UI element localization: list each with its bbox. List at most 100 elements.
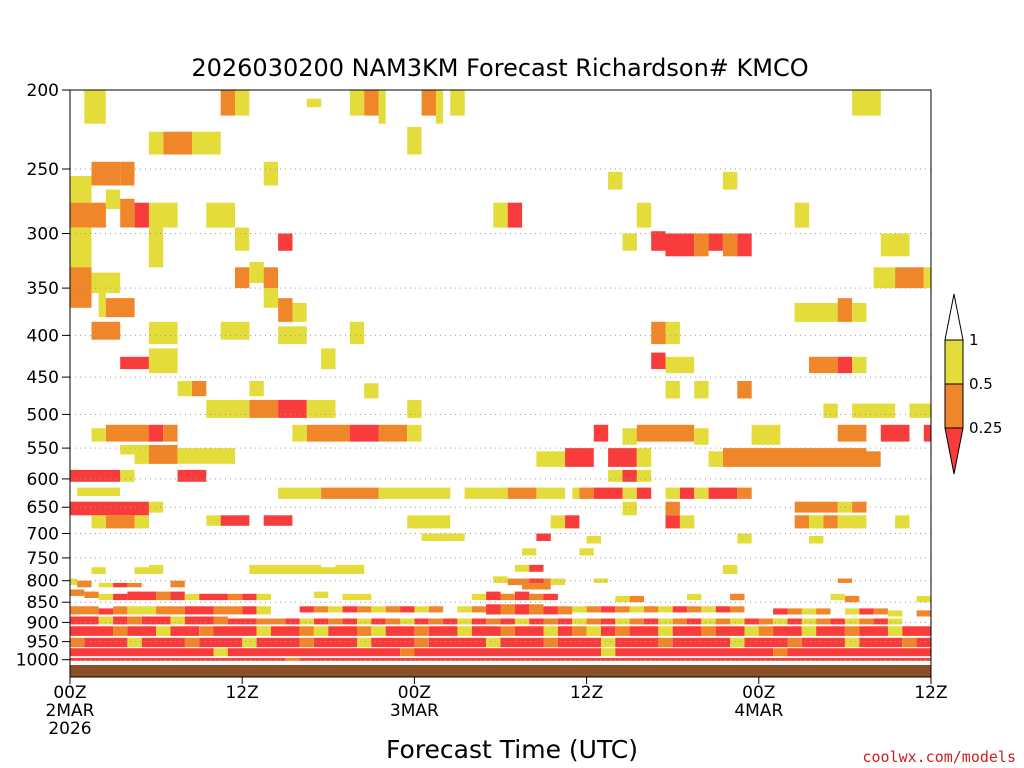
heatmap-cell [242, 606, 257, 615]
heatmap-cell [235, 227, 250, 251]
heatmap-cell [514, 564, 530, 572]
heatmap-cell [105, 189, 121, 210]
heatmap-cell [909, 403, 931, 418]
heatmap-cell [105, 515, 135, 529]
heatmap-cell [206, 515, 221, 526]
heatmap-cell [636, 424, 695, 442]
heatmap-cell [263, 267, 278, 289]
heatmap-cell [916, 595, 931, 603]
heatmap-cell [665, 321, 680, 345]
heatmap-cell [263, 288, 278, 308]
heatmap-cell [70, 469, 92, 482]
heatmap-cell [321, 487, 379, 499]
heatmap-cell [880, 233, 910, 257]
heatmap-cell [665, 501, 680, 516]
heatmap-cell [751, 424, 781, 445]
heatmap-cell [170, 626, 200, 636]
heatmap-cell [529, 604, 544, 615]
heatmap-cell [859, 637, 903, 648]
heatmap-cell [385, 606, 401, 613]
heatmap-cell [435, 90, 444, 124]
heatmap-cell [357, 637, 372, 648]
heatmap-cell [407, 515, 451, 529]
y-tick-label: 400 [27, 326, 59, 346]
heatmap-cell [722, 171, 738, 190]
heatmap-cell [371, 606, 386, 613]
heatmap-cell [565, 448, 594, 467]
heatmap-cell [105, 298, 135, 318]
heatmap-cell [414, 618, 429, 625]
heatmap-cell [328, 618, 343, 625]
heatmap-cell [134, 567, 149, 574]
heatmap-cell [91, 161, 121, 186]
heatmap-cell [342, 618, 357, 625]
x-tick-label: 2MAR [46, 701, 95, 721]
heatmap-cell [199, 593, 228, 601]
heatmap-cell [809, 515, 824, 529]
heatmap-cell [371, 618, 386, 625]
heatmap-cell [184, 637, 200, 648]
heatmap-cell [586, 606, 601, 613]
heatmap-cell [148, 131, 164, 155]
chart-title: 2026030200 NAM3KM Forecast Richardson# K… [191, 54, 808, 82]
pressure-gridlines [70, 168, 931, 661]
heatmap-cell [586, 536, 601, 544]
y-tick-label: 650 [27, 498, 59, 518]
heatmap-cell [313, 618, 329, 625]
heatmap-cell [773, 626, 802, 636]
y-axis-ticks: 200 250 300 350 400 450 500 550 600 650 700 750 8008… [16, 81, 70, 671]
y-tick-label: 600 [27, 470, 59, 490]
heatmap-cell [127, 616, 142, 625]
y-tick-label: 350 [27, 279, 59, 299]
heatmap-cell [787, 618, 802, 625]
heatmap-cell [70, 616, 99, 625]
heatmap-cell [679, 487, 695, 499]
heatmap-cell [665, 381, 680, 399]
heatmap-cell [801, 637, 845, 648]
y-tick-label: 300 [27, 225, 59, 245]
x-tick-label: 12Z [226, 683, 259, 703]
heatmap-cell [84, 90, 106, 124]
heatmap-cell [816, 618, 831, 625]
heatmap-cell [141, 637, 185, 648]
heatmap-cell [615, 626, 630, 636]
heatmap-cell [787, 648, 931, 657]
heatmap-cell [199, 637, 243, 648]
heatmap-cell [923, 424, 931, 442]
heatmap-cell [249, 564, 322, 574]
heatmap-cell [608, 171, 623, 190]
heatmap-cell [400, 618, 415, 625]
heatmap-cell [823, 403, 838, 418]
heatmap-cell [629, 618, 644, 625]
heatmap-cell [299, 618, 314, 625]
legend-bin [944, 293, 964, 341]
heatmap-cell [794, 202, 810, 228]
heatmap-cell [349, 90, 365, 116]
heatmap-cell [572, 606, 587, 613]
heatmap-cell [170, 616, 185, 625]
heatmap-cell [550, 515, 566, 529]
heatmap-cell [134, 515, 149, 529]
heatmap-cell [887, 626, 903, 636]
legend-bin [944, 339, 964, 385]
heatmap-cell [98, 616, 114, 625]
heatmap-cell [895, 515, 910, 529]
heatmap-cell [285, 658, 300, 661]
heatmap-cell [522, 548, 537, 556]
heatmap-cell [572, 618, 587, 625]
heatmap-cell [708, 451, 723, 467]
x-tick-label: 00Z [53, 683, 86, 703]
heatmap-cell [148, 501, 164, 513]
heatmap-cell [737, 533, 752, 544]
heatmap-cell [371, 637, 415, 648]
heatmap-cell [543, 593, 558, 601]
heatmap-cell [644, 606, 659, 613]
heatmap-cell [457, 618, 472, 625]
y-tick-label: 750 [27, 549, 59, 569]
y-tick-label: 900 [27, 613, 59, 633]
heatmap-cell [364, 383, 379, 399]
heatmap-cell [543, 618, 558, 625]
heatmap-cell [859, 626, 888, 636]
heatmap-cell [557, 618, 573, 625]
y-tick-label: 850 [27, 593, 59, 613]
